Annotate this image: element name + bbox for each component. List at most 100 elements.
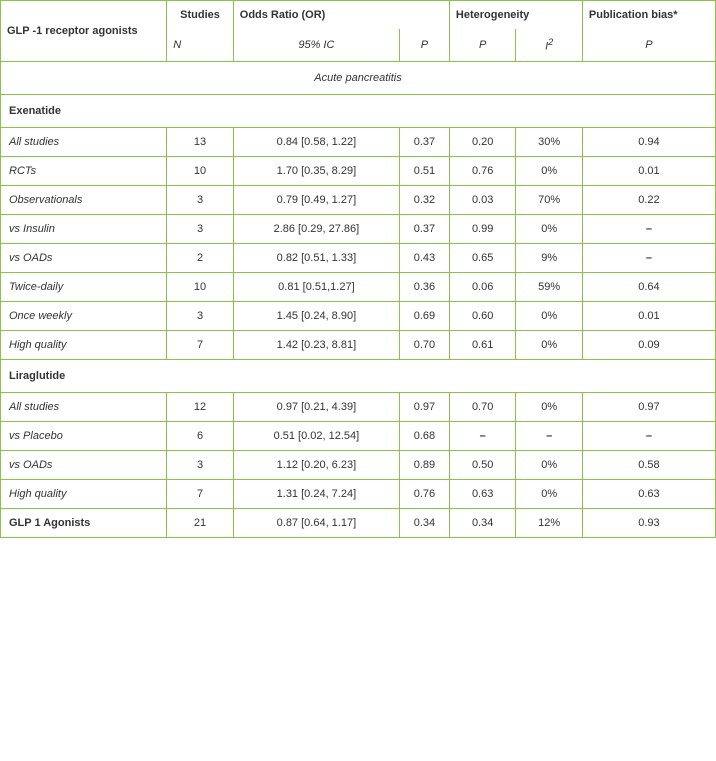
cell-i2: 0% — [516, 330, 583, 359]
table-row: Twice-daily100.81 [0.51,1.27]0.360.0659%… — [1, 272, 716, 301]
row-label: GLP 1 Agonists — [1, 508, 167, 537]
cell-pb: 0.01 — [582, 301, 715, 330]
cell-or: 0.51 [0.02, 12.54] — [233, 421, 399, 450]
cell-p: 0.76 — [400, 479, 450, 508]
cell-p: 0.97 — [400, 392, 450, 421]
cell-hp: 0.76 — [449, 156, 516, 185]
hdr-pub: Publication bias* — [582, 1, 715, 30]
table-row: All studies130.84 [0.58, 1.22]0.370.2030… — [1, 127, 716, 156]
group-title-row: Liraglutide — [1, 359, 716, 392]
cell-pb: – — [582, 243, 715, 272]
cell-i2: 30% — [516, 127, 583, 156]
cell-or: 0.81 [0.51,1.27] — [233, 272, 399, 301]
group-title: Liraglutide — [1, 359, 716, 392]
cell-n: 6 — [167, 421, 234, 450]
cell-p: 0.51 — [400, 156, 450, 185]
hdr-n: N — [167, 29, 234, 61]
row-label: vs Insulin — [1, 214, 167, 243]
cell-pb: – — [582, 421, 715, 450]
cell-pb: 0.94 — [582, 127, 715, 156]
cell-i2: 0% — [516, 214, 583, 243]
hdr-p: P — [400, 29, 450, 61]
cell-or: 1.45 [0.24, 8.90] — [233, 301, 399, 330]
cell-p: 0.43 — [400, 243, 450, 272]
row-label: High quality — [1, 330, 167, 359]
meta-analysis-table: GLP -1 receptor agonists Studies Odds Ra… — [0, 0, 716, 538]
hdr-ci: 95% IC — [233, 29, 399, 61]
cell-p: 0.34 — [400, 508, 450, 537]
cell-pb: 0.97 — [582, 392, 715, 421]
section-title-row: Acute pancreatitis — [1, 61, 716, 94]
cell-n: 7 — [167, 479, 234, 508]
cell-p: 0.36 — [400, 272, 450, 301]
hdr-hp: P — [449, 29, 516, 61]
cell-n: 3 — [167, 450, 234, 479]
table-row: vs OADs31.12 [0.20, 6.23]0.890.500%0.58 — [1, 450, 716, 479]
group-title: Exenatide — [1, 94, 716, 127]
cell-or: 0.97 [0.21, 4.39] — [233, 392, 399, 421]
cell-p: 0.37 — [400, 214, 450, 243]
cell-hp: 0.60 — [449, 301, 516, 330]
cell-n: 3 — [167, 214, 234, 243]
table-row: RCTs101.70 [0.35, 8.29]0.510.760%0.01 — [1, 156, 716, 185]
cell-p: 0.70 — [400, 330, 450, 359]
cell-hp: 0.20 — [449, 127, 516, 156]
cell-hp: 0.65 — [449, 243, 516, 272]
cell-n: 7 — [167, 330, 234, 359]
cell-i2: 9% — [516, 243, 583, 272]
cell-p: 0.37 — [400, 127, 450, 156]
cell-or: 0.82 [0.51, 1.33] — [233, 243, 399, 272]
cell-i2: 0% — [516, 479, 583, 508]
cell-or: 1.42 [0.23, 8.81] — [233, 330, 399, 359]
cell-hp: 0.03 — [449, 185, 516, 214]
cell-i2: 12% — [516, 508, 583, 537]
header-row-1: GLP -1 receptor agonists Studies Odds Ra… — [1, 1, 716, 30]
hdr-or: Odds Ratio (OR) — [233, 1, 449, 30]
cell-pb: 0.64 — [582, 272, 715, 301]
cell-p: 0.32 — [400, 185, 450, 214]
cell-i2: 0% — [516, 450, 583, 479]
cell-or: 1.12 [0.20, 6.23] — [233, 450, 399, 479]
row-label: vs OADs — [1, 243, 167, 272]
cell-hp: 0.06 — [449, 272, 516, 301]
cell-n: 10 — [167, 156, 234, 185]
cell-i2: – — [516, 421, 583, 450]
table-row: Once weekly31.45 [0.24, 8.90]0.690.600%0… — [1, 301, 716, 330]
cell-hp: 0.61 — [449, 330, 516, 359]
cell-n: 13 — [167, 127, 234, 156]
cell-i2: 0% — [516, 301, 583, 330]
cell-hp: – — [449, 421, 516, 450]
row-label: vs OADs — [1, 450, 167, 479]
cell-or: 2.86 [0.29, 27.86] — [233, 214, 399, 243]
row-label: All studies — [1, 127, 167, 156]
hdr-het: Heterogeneity — [449, 1, 582, 30]
cell-or: 0.84 [0.58, 1.22] — [233, 127, 399, 156]
cell-or: 1.31 [0.24, 7.24] — [233, 479, 399, 508]
cell-or: 0.87 [0.64, 1.17] — [233, 508, 399, 537]
table-row: High quality71.42 [0.23, 8.81]0.700.610%… — [1, 330, 716, 359]
cell-p: 0.69 — [400, 301, 450, 330]
table-row: vs Placebo60.51 [0.02, 12.54]0.68––– — [1, 421, 716, 450]
cell-hp: 0.70 — [449, 392, 516, 421]
cell-i2: 0% — [516, 156, 583, 185]
cell-n: 10 — [167, 272, 234, 301]
table-body: Acute pancreatitisExenatideAll studies13… — [1, 61, 716, 537]
cell-hp: 0.34 — [449, 508, 516, 537]
section-title: Acute pancreatitis — [1, 61, 716, 94]
table-row: GLP 1 Agonists210.87 [0.64, 1.17]0.340.3… — [1, 508, 716, 537]
table-row: Observationals30.79 [0.49, 1.27]0.320.03… — [1, 185, 716, 214]
hdr-i2: I2 — [516, 29, 583, 61]
row-label: Twice-daily — [1, 272, 167, 301]
cell-or: 0.79 [0.49, 1.27] — [233, 185, 399, 214]
row-label: vs Placebo — [1, 421, 167, 450]
cell-i2: 70% — [516, 185, 583, 214]
cell-pb: 0.01 — [582, 156, 715, 185]
cell-i2: 0% — [516, 392, 583, 421]
cell-p: 0.89 — [400, 450, 450, 479]
cell-pb: 0.58 — [582, 450, 715, 479]
row-label: High quality — [1, 479, 167, 508]
cell-n: 21 — [167, 508, 234, 537]
cell-pb: 0.63 — [582, 479, 715, 508]
cell-n: 2 — [167, 243, 234, 272]
table-row: All studies120.97 [0.21, 4.39]0.970.700%… — [1, 392, 716, 421]
